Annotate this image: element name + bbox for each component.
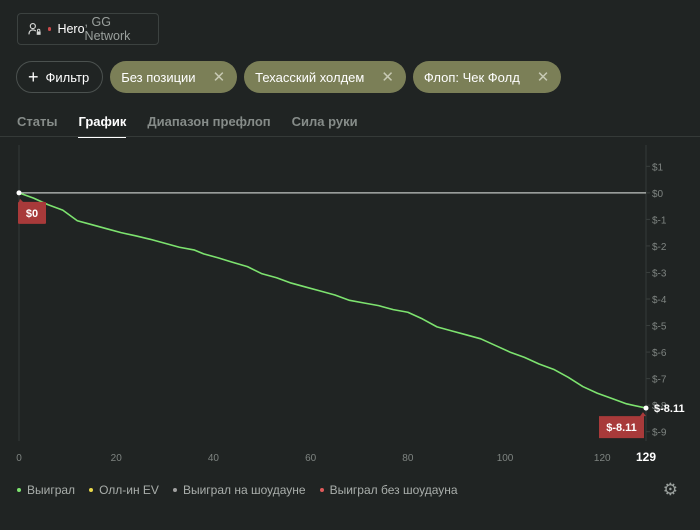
x-tick-label: 100 — [497, 453, 514, 464]
filter-bar: + Фильтр Без позиции ✕ Техасский холдем … — [16, 61, 562, 93]
legend-label: Выиграл — [27, 483, 76, 497]
end-value-badge-label: $-8.11 — [606, 422, 637, 434]
status-dot — [47, 27, 52, 31]
legend-item-won[interactable]: Выиграл — [17, 483, 75, 497]
tab-hand-strength[interactable]: Сила руки — [291, 114, 358, 129]
x-tick-label: 40 — [208, 453, 220, 464]
legend-item-non-showdown[interactable]: Выиграл без шоудауна — [319, 483, 458, 497]
close-icon[interactable]: ✕ — [381, 69, 394, 86]
y-tick-label: $-3 — [652, 268, 667, 279]
x-tick-label: 60 — [305, 453, 317, 464]
y-tick-label: $-5 — [652, 322, 667, 333]
y-tick-label: $-6 — [652, 348, 667, 359]
y-tick-label: $-8 — [652, 401, 667, 412]
end-point — [643, 405, 649, 411]
x-tick-label: 120 — [594, 453, 611, 464]
filter-chip-label: Флоп: Чек Фолд — [423, 69, 520, 85]
x-tick-label: 0 — [16, 453, 22, 464]
y-tick-label: $-1 — [652, 215, 667, 226]
tab-stats[interactable]: Статы — [17, 114, 58, 129]
tab-bar: Статы График Диапазон префлоп Сила руки — [17, 114, 358, 138]
x-end-label: 129 — [636, 450, 656, 464]
legend-dot — [17, 488, 21, 492]
player-name: Hero — [57, 22, 85, 36]
player-network: , GG Network — [84, 15, 131, 43]
series-line-won[interactable] — [18, 192, 647, 409]
start-point — [16, 190, 22, 196]
user-lock-icon — [28, 22, 41, 35]
chart-legend: Выиграл Олл-ин EV Выиграл на шоудауне Вы… — [17, 483, 458, 497]
legend-label: Выиграл на шоудауне — [182, 483, 306, 497]
legend-dot — [172, 488, 177, 492]
end-value-badge — [599, 412, 646, 439]
y-tick-label: $-9 — [652, 428, 667, 439]
legend-dot — [319, 488, 324, 492]
filter-chip-game[interactable]: Техасский холдем ✕ — [244, 61, 406, 93]
close-icon[interactable]: ✕ — [212, 69, 226, 86]
filter-chip-position[interactable]: Без позиции ✕ — [110, 61, 238, 93]
filter-chip-flop[interactable]: Флоп: Чек Фолд ✕ — [412, 61, 562, 93]
add-filter-button[interactable]: + Фильтр — [16, 61, 104, 93]
tabs-divider — [0, 136, 700, 137]
profit-chart[interactable]: $1 $0 $-1 $-2 $-3 $-4 $-5 $-6 $-7 $-8 $-9 0 20 40 60 80… — [0, 145, 700, 470]
gear-icon[interactable]: ⚙ — [662, 480, 678, 499]
add-filter-label: Фильтр — [45, 69, 90, 85]
close-icon[interactable]: ✕ — [536, 69, 550, 86]
filter-chip-label: Без позиции — [121, 69, 196, 85]
legend-label: Выиграл без шоудауна — [329, 483, 458, 497]
legend-label: Олл-ин EV — [99, 483, 159, 497]
legend-dot — [89, 488, 94, 492]
y-tick-label: $-4 — [652, 295, 667, 306]
tab-graph[interactable]: График — [78, 114, 127, 138]
y-tick-label: $-7 — [652, 375, 667, 386]
player-selector[interactable]: Hero , GG Network — [17, 13, 159, 45]
x-tick-label: 20 — [111, 453, 123, 464]
legend-item-showdown[interactable]: Выиграл на шоудауне — [172, 483, 306, 497]
y-tick-label: $0 — [652, 189, 664, 200]
legend-item-allin-ev[interactable]: Олл-ин EV — [89, 483, 159, 497]
y-tick-label: $-2 — [652, 242, 667, 253]
tab-preflop-range[interactable]: Диапазон префлоп — [147, 114, 271, 129]
plus-icon: + — [28, 67, 39, 87]
y-tick-label: $1 — [652, 162, 664, 173]
filter-chip-label: Техасский холдем — [255, 69, 365, 85]
end-value-label: $-8.11 — [654, 403, 685, 415]
start-value-label: $0 — [26, 208, 38, 220]
x-tick-label: 80 — [402, 453, 414, 464]
start-value-badge — [18, 198, 46, 224]
